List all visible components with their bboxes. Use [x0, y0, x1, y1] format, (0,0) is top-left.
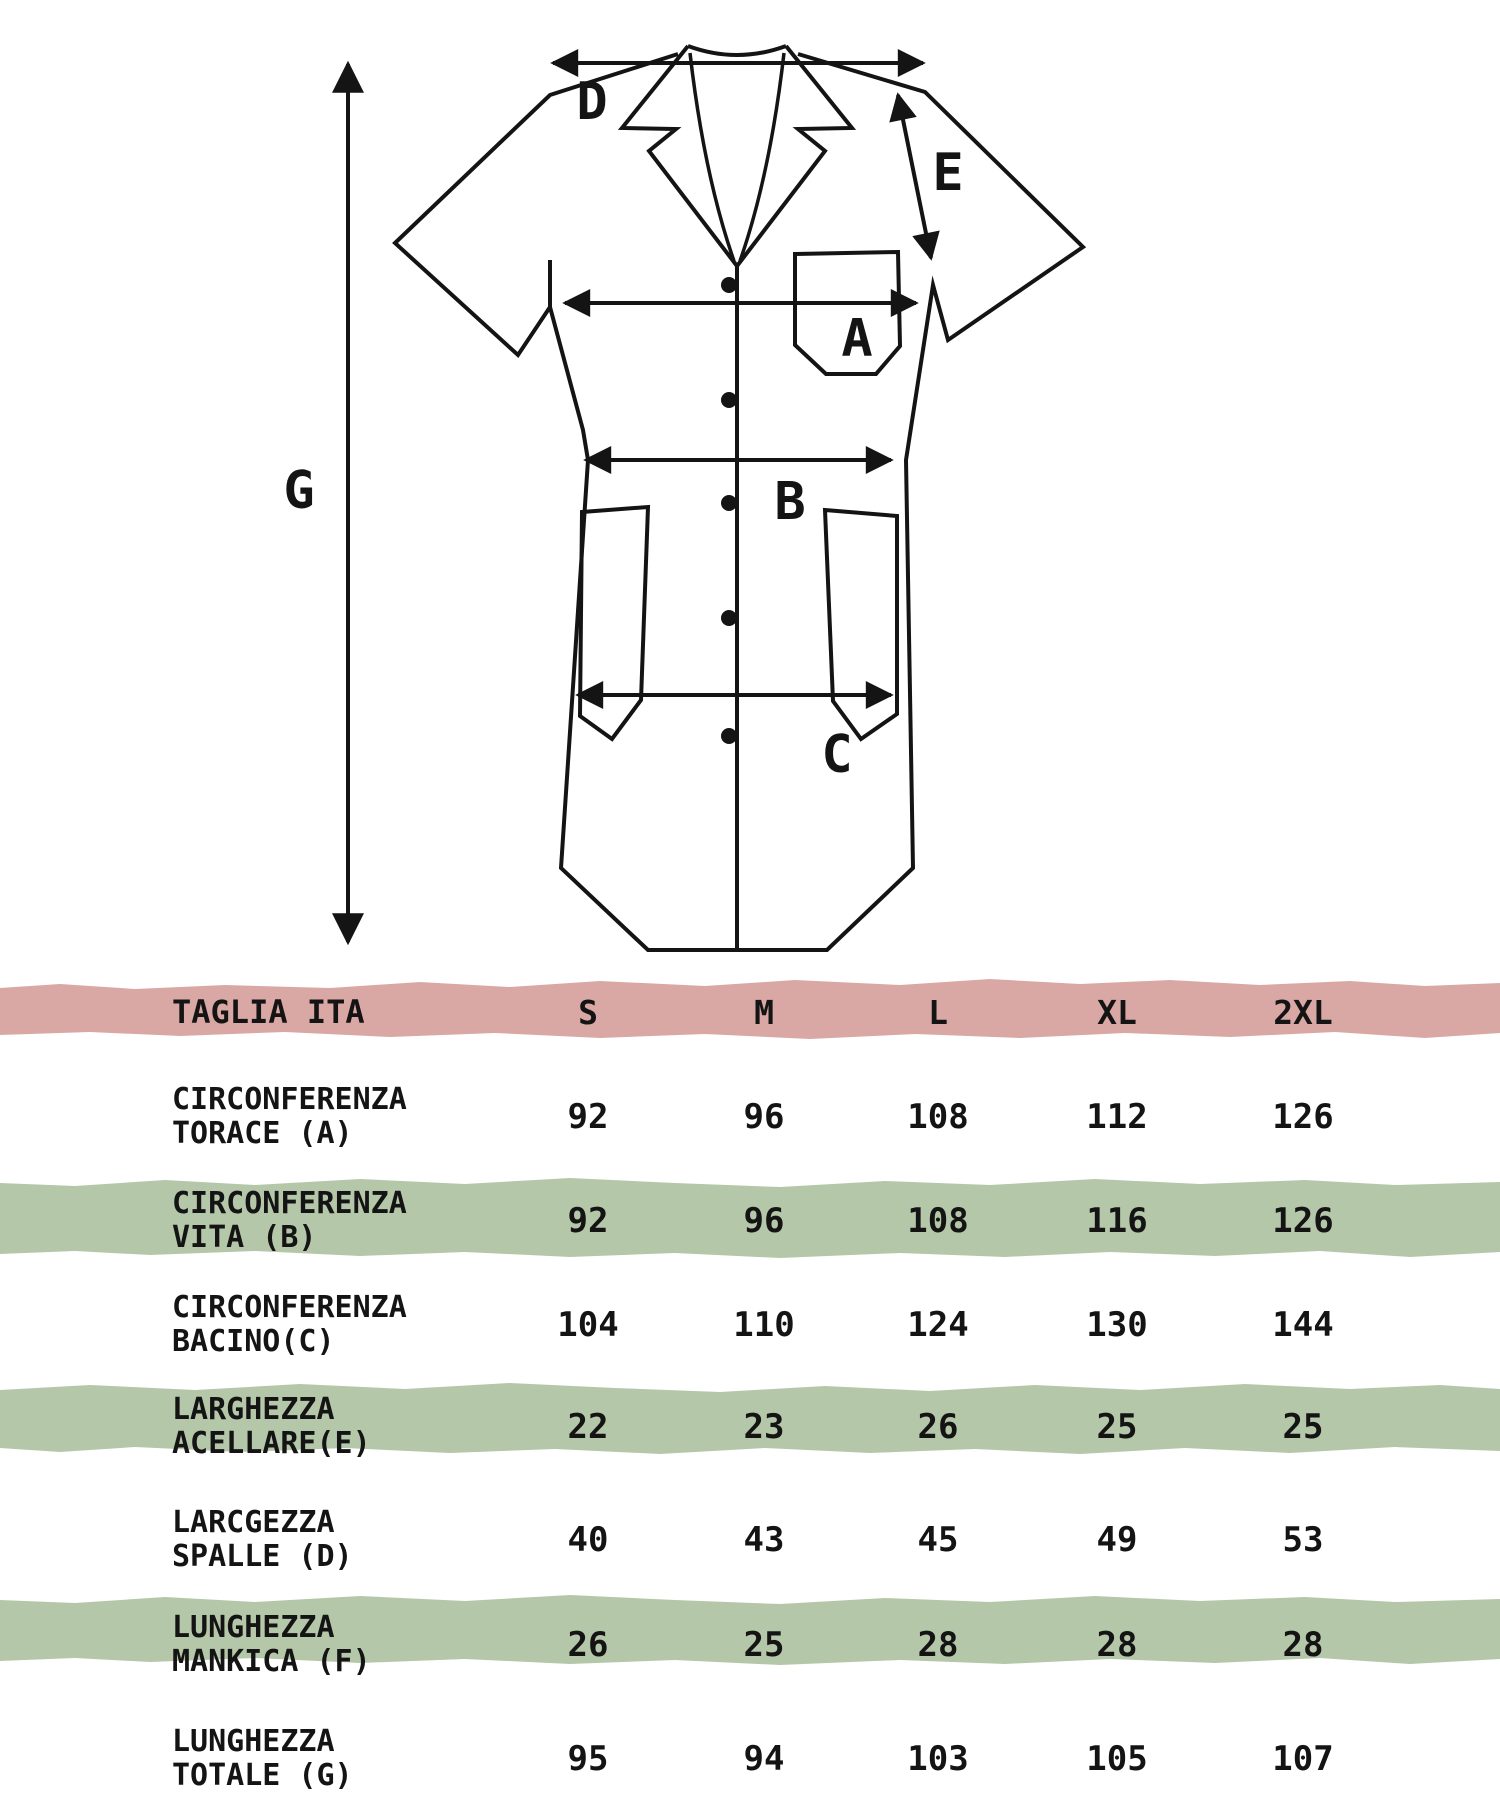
table-row-circonferenza-torace: CIRCONFERENZA TORACE (A) 92 96 108 112 1… [0, 1080, 1500, 1154]
table-row-larghezza-acellare: LARGHEZZA ACELLARE(E) 22 23 26 25 25 [0, 1390, 1500, 1464]
table-row-circonferenza-bacino: CIRCONFERENZA BACINO(C) 104 110 124 130 … [0, 1288, 1500, 1362]
header-band [0, 978, 1500, 1042]
left-inner-neckline [688, 52, 736, 262]
diagram-label-g: G [283, 461, 314, 521]
cell-value: 43 [743, 1520, 785, 1560]
row-label-line1: LUNGHEZZA [172, 1610, 335, 1645]
button-dot [721, 392, 737, 408]
diagram-label-b: B [774, 472, 805, 532]
cell-value: 96 [743, 1097, 785, 1137]
garment-measurement-diagram: G D E A B C [283, 44, 1087, 952]
row-label: CIRCONFERENZA BACINO(C) [172, 1291, 502, 1359]
button-dot [721, 610, 737, 626]
cell-value: 116 [1086, 1201, 1148, 1241]
cell-value: 23 [743, 1407, 785, 1447]
right-lapel [735, 44, 857, 268]
size-header-l: L [928, 992, 948, 1032]
body-outline [392, 52, 1087, 952]
size-header-m: M [754, 992, 774, 1032]
row-label-line1: LARCGEZZA [172, 1505, 335, 1540]
measurement-arrows [332, 49, 940, 946]
table-row-lunghezza-manica: LUNGHEZZA MANKICA (F) 26 25 28 28 28 [0, 1608, 1500, 1682]
row-label-line1: CIRCONFERENZA [172, 1186, 407, 1221]
cell-value: 144 [1272, 1305, 1334, 1345]
cell-value: 108 [907, 1097, 969, 1137]
row-label-line1: LUNGHEZZA [172, 1724, 335, 1759]
cell-value: 28 [1096, 1625, 1138, 1665]
cell-value: 53 [1282, 1520, 1324, 1560]
table-row-lunghezza-totale: LUNGHEZZA TOTALE (G) 95 94 103 105 107 [0, 1722, 1500, 1796]
diagram-label-a: A [841, 309, 872, 369]
row-label-line2: VITA (B) [172, 1220, 317, 1255]
row-label: LARGHEZZA ACELLARE(E) [172, 1393, 502, 1461]
row-label-line1: CIRCONFERENZA [172, 1290, 407, 1325]
row-band [0, 1381, 1500, 1457]
cell-value: 28 [917, 1625, 959, 1665]
hip-pocket-right [822, 507, 899, 742]
row-band [0, 1593, 1500, 1667]
row-label-line2: TORACE (A) [172, 1116, 353, 1151]
row-label-line2: BACINO(C) [172, 1324, 335, 1359]
cell-value: 126 [1272, 1097, 1334, 1137]
cell-value: 22 [567, 1407, 609, 1447]
table-row-larghezza-spalle: LARCGEZZA SPALLE (D) 40 43 45 49 53 [0, 1503, 1500, 1577]
table-row-circonferenza-vita: CIRCONFERENZA VITA (B) 92 96 108 116 126 [0, 1184, 1500, 1258]
row-band [0, 1176, 1500, 1260]
row-label-line2: ACELLARE(E) [172, 1426, 371, 1461]
row-label-line2: MANKICA (F) [172, 1644, 371, 1679]
cell-value: 108 [907, 1201, 969, 1241]
cell-value: 96 [743, 1201, 785, 1241]
diagram-letter-labels: G D E A B C [283, 72, 963, 785]
left-lapel [617, 44, 739, 268]
cell-value: 28 [1282, 1625, 1324, 1665]
cell-value: 92 [567, 1097, 609, 1137]
right-inner-neckline [738, 52, 786, 262]
hip-pocket-left [577, 504, 651, 742]
cell-value: 45 [917, 1520, 959, 1560]
row-label: LUNGHEZZA MANKICA (F) [172, 1611, 502, 1679]
row-label: LARCGEZZA SPALLE (D) [172, 1506, 502, 1574]
row-label-line1: CIRCONFERENZA [172, 1082, 407, 1117]
cell-value: 25 [743, 1625, 785, 1665]
cell-value: 25 [1282, 1407, 1324, 1447]
cell-value: 124 [907, 1305, 969, 1345]
back-neck-line [687, 44, 787, 57]
button-dot [721, 495, 737, 511]
cell-value: 126 [1272, 1201, 1334, 1241]
button-dot [721, 277, 737, 293]
row-label-line2: SPALLE (D) [172, 1539, 353, 1574]
cell-value: 104 [557, 1305, 619, 1345]
cell-value: 49 [1096, 1520, 1138, 1560]
cell-value: 26 [917, 1407, 959, 1447]
cell-value: 107 [1272, 1739, 1334, 1779]
button-dots [721, 277, 737, 744]
size-column-title: TAGLIA ITA [172, 993, 365, 1031]
row-label: LUNGHEZZA TOTALE (G) [172, 1725, 502, 1793]
size-header-2xl: 2XL [1273, 992, 1333, 1032]
row-label: CIRCONFERENZA TORACE (A) [172, 1083, 502, 1151]
cell-value: 94 [743, 1739, 785, 1779]
cell-value: 112 [1086, 1097, 1148, 1137]
row-label-line1: LARGHEZZA [172, 1392, 335, 1427]
row-label-line2: TOTALE (G) [172, 1758, 353, 1793]
garment-outline [392, 44, 1087, 952]
size-table-header: TAGLIA ITA S M L XL 2XL [0, 986, 1500, 1038]
cell-value: 92 [567, 1201, 609, 1241]
cell-value: 110 [733, 1305, 795, 1345]
cell-value: 40 [567, 1520, 609, 1560]
cell-value: 130 [1086, 1305, 1148, 1345]
armhole-arrow-e [889, 92, 940, 261]
button-dot [721, 728, 737, 744]
size-header-xl: XL [1097, 992, 1137, 1032]
row-label: CIRCONFERENZA VITA (B) [172, 1187, 502, 1255]
size-header-s: S [578, 992, 598, 1032]
cell-value: 25 [1096, 1407, 1138, 1447]
diagram-label-c: C [821, 725, 852, 785]
cell-value: 95 [567, 1739, 609, 1779]
cell-value: 103 [907, 1739, 969, 1779]
cell-value: 105 [1086, 1739, 1148, 1779]
diagram-label-e: E [932, 143, 963, 203]
cell-value: 26 [567, 1625, 609, 1665]
diagram-label-d: D [576, 72, 607, 132]
